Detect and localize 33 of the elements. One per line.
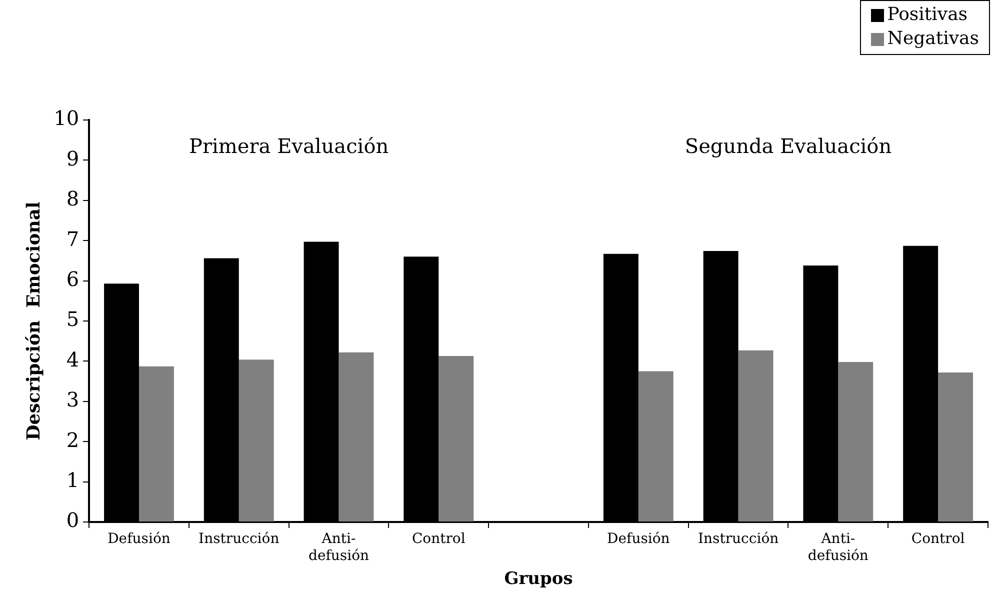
x-tick-label: Instrucción <box>698 531 779 548</box>
y-tick-label: 2 <box>66 428 80 452</box>
annotation: Primera Evaluación <box>189 134 389 158</box>
x-tick-label: Defusión <box>606 531 670 548</box>
y-tick-label: 1 <box>66 468 80 492</box>
y-tick-label: 5 <box>66 307 80 332</box>
bar <box>838 362 874 522</box>
bar <box>638 371 674 522</box>
bar <box>338 352 374 522</box>
x-tick-label: Anti-defusión <box>808 531 868 564</box>
x-axis-title: Grupos <box>504 569 573 590</box>
x-tick-label: Control <box>412 531 466 548</box>
legend-label: Positivas <box>887 3 968 27</box>
y-axis-title: Descripción Emocional <box>23 202 44 440</box>
y-tick-label: 6 <box>66 267 80 292</box>
x-tick-label: Instrucción <box>198 531 280 548</box>
bar <box>438 356 474 522</box>
y-tick-label: 9 <box>66 146 80 170</box>
bar <box>138 366 174 522</box>
x-tick-label: Control <box>911 531 966 548</box>
y-tick-label: 0 <box>66 508 80 532</box>
x-tick-label: Anti-defusión <box>308 531 370 564</box>
y-tick-label: 10 <box>54 106 80 130</box>
y-tick-label: 7 <box>66 226 80 251</box>
bar <box>738 350 774 522</box>
y-tick-label: 3 <box>66 388 80 412</box>
bar <box>238 360 274 522</box>
bar <box>938 372 974 522</box>
x-tick-label: Defusión <box>108 531 170 548</box>
annotation: Segunda Evaluación <box>684 134 892 158</box>
legend-label: Negativas <box>887 27 979 51</box>
y-tick-label: 8 <box>66 186 80 211</box>
y-tick-label: 4 <box>66 347 80 372</box>
